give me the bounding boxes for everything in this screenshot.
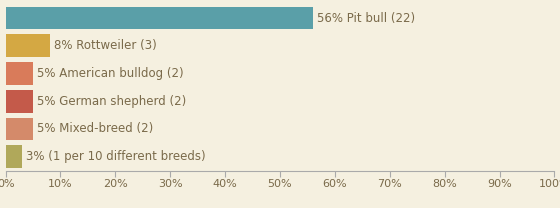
Text: 5% Mixed-breed (2): 5% Mixed-breed (2) [38, 123, 153, 135]
Text: 56% Pit bull (22): 56% Pit bull (22) [318, 11, 416, 25]
Bar [6, 118, 33, 140]
Text: 5% American bulldog (2): 5% American bulldog (2) [38, 67, 184, 80]
Text: 3% (1 per 10 different breeds): 3% (1 per 10 different breeds) [26, 150, 206, 163]
Bar [6, 145, 22, 168]
Text: 8% Rottweiler (3): 8% Rottweiler (3) [54, 39, 157, 52]
Text: 5% German shepherd (2): 5% German shepherd (2) [38, 95, 186, 108]
Bar [6, 34, 49, 57]
Bar [6, 7, 313, 29]
Bar [6, 90, 33, 113]
Bar [6, 62, 33, 85]
